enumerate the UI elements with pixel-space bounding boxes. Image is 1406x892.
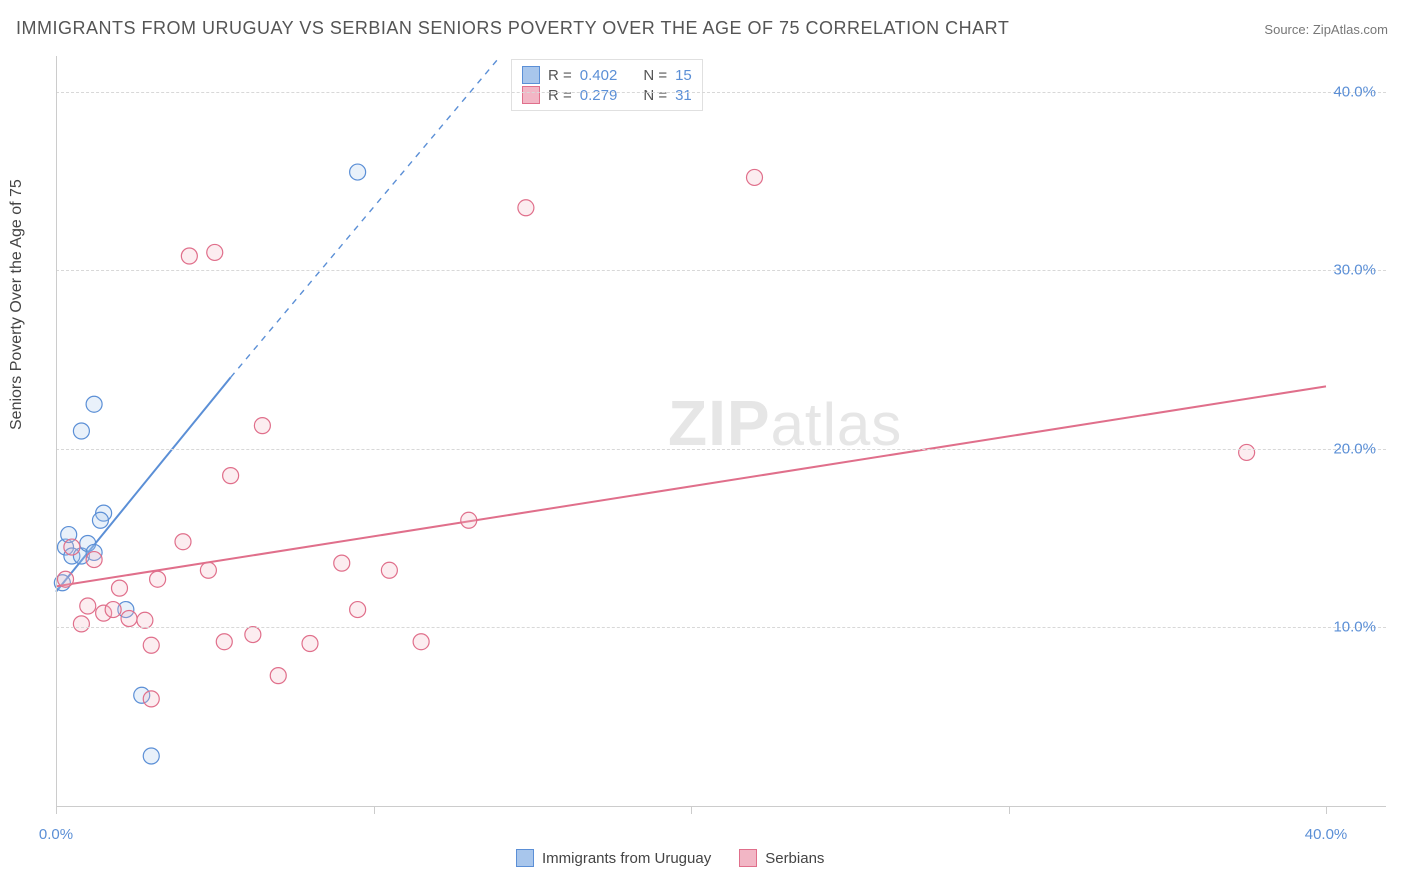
x-tick xyxy=(1326,806,1327,814)
data-point xyxy=(350,602,366,618)
x-tick xyxy=(56,806,57,814)
legend-bottom-swatch-pink xyxy=(739,849,757,867)
data-point xyxy=(175,534,191,550)
data-point xyxy=(518,200,534,216)
source-attribution: Source: ZipAtlas.com xyxy=(1264,22,1388,37)
trend-line xyxy=(56,386,1326,586)
data-point xyxy=(143,748,159,764)
data-point xyxy=(254,418,270,434)
legend-r-label-2: R = xyxy=(548,87,572,104)
legend-row-series2: R = 0.279 N = 31 xyxy=(522,86,692,104)
data-point xyxy=(381,562,397,578)
x-tick xyxy=(1009,806,1010,814)
legend-bottom-swatch-blue xyxy=(516,849,534,867)
x-tick-label: 0.0% xyxy=(39,826,73,843)
y-tick-label: 30.0% xyxy=(1333,262,1376,279)
data-point xyxy=(143,637,159,653)
grid-line xyxy=(56,270,1386,271)
x-tick xyxy=(691,806,692,814)
data-point xyxy=(302,636,318,652)
chart-svg xyxy=(56,56,1386,836)
legend-item-series2: Serbians xyxy=(739,849,824,867)
data-point xyxy=(223,468,239,484)
data-point xyxy=(73,423,89,439)
source-value: ZipAtlas.com xyxy=(1313,22,1388,37)
data-point xyxy=(105,602,121,618)
data-point xyxy=(143,691,159,707)
data-point xyxy=(137,612,153,628)
legend-r-label-1: R = xyxy=(548,67,572,84)
y-tick-label: 40.0% xyxy=(1333,83,1376,100)
data-point xyxy=(80,598,96,614)
data-point xyxy=(200,562,216,578)
y-tick-label: 20.0% xyxy=(1333,440,1376,457)
data-point xyxy=(58,571,74,587)
chart-title: IMMIGRANTS FROM URUGUAY VS SERBIAN SENIO… xyxy=(16,18,1009,39)
data-point xyxy=(350,164,366,180)
legend-series: Immigrants from Uruguay Serbians xyxy=(516,849,824,867)
data-point xyxy=(413,634,429,650)
data-point xyxy=(86,396,102,412)
legend-swatch-blue xyxy=(522,66,540,84)
y-axis-label: Seniors Poverty Over the Age of 75 xyxy=(8,179,26,430)
data-point xyxy=(334,555,350,571)
legend-correlation: R = 0.402 N = 15 R = 0.279 N = 31 xyxy=(511,59,703,111)
legend-n-label-1: N = xyxy=(643,67,667,84)
legend-item-series1: Immigrants from Uruguay xyxy=(516,849,711,867)
x-tick-label: 40.0% xyxy=(1305,826,1348,843)
legend-r-value-2: 0.279 xyxy=(580,87,618,104)
x-axis-line xyxy=(56,806,1386,807)
grid-line xyxy=(56,627,1386,628)
legend-swatch-pink xyxy=(522,86,540,104)
data-point xyxy=(92,512,108,528)
data-point xyxy=(73,616,89,632)
data-point xyxy=(150,571,166,587)
data-point xyxy=(1239,444,1255,460)
data-point xyxy=(121,611,137,627)
data-point xyxy=(216,634,232,650)
grid-line xyxy=(56,449,1386,450)
legend-n-value-1: 15 xyxy=(675,67,692,84)
data-point xyxy=(245,627,261,643)
data-point xyxy=(181,248,197,264)
data-point xyxy=(207,244,223,260)
data-point xyxy=(112,580,128,596)
legend-r-value-1: 0.402 xyxy=(580,67,618,84)
data-point xyxy=(270,668,286,684)
legend-row-series1: R = 0.402 N = 15 xyxy=(522,66,692,84)
plot-area: ZIPatlas R = 0.402 N = 15 R = 0.279 N = … xyxy=(56,56,1386,836)
y-tick-label: 10.0% xyxy=(1333,619,1376,636)
x-tick xyxy=(374,806,375,814)
grid-line xyxy=(56,92,1386,93)
data-point xyxy=(747,169,763,185)
data-point xyxy=(461,512,477,528)
trend-line-dashed xyxy=(231,56,501,377)
y-axis-line xyxy=(56,56,57,806)
data-point xyxy=(64,539,80,555)
legend-label-series1: Immigrants from Uruguay xyxy=(542,850,711,867)
legend-n-label-2: N = xyxy=(643,87,667,104)
data-point xyxy=(86,552,102,568)
legend-n-value-2: 31 xyxy=(675,87,692,104)
legend-label-series2: Serbians xyxy=(765,850,824,867)
source-label: Source: xyxy=(1264,22,1309,37)
